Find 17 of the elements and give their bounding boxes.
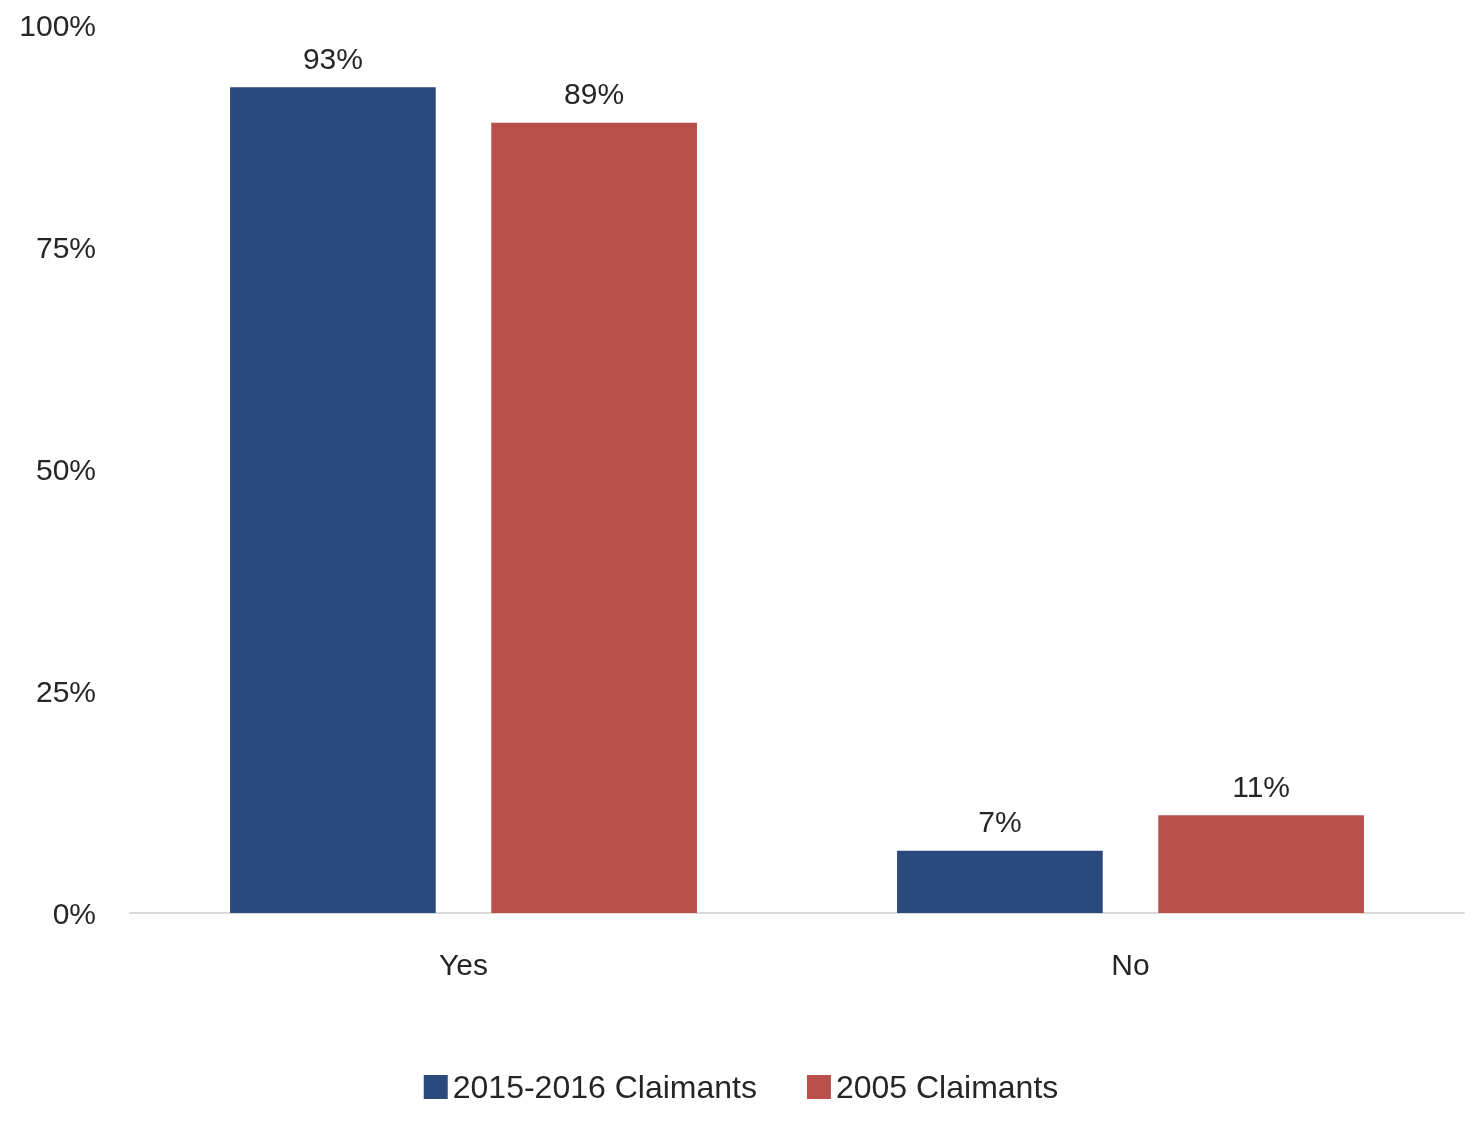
legend-label: 2005 Claimants xyxy=(835,1069,1059,1105)
bar xyxy=(1158,815,1364,913)
data-label: 11% xyxy=(1232,769,1291,803)
y-tick-label: 75% xyxy=(35,230,96,264)
data-label: 93% xyxy=(302,41,363,75)
bar xyxy=(230,87,436,913)
data-label: 7% xyxy=(978,805,1022,839)
bar xyxy=(897,850,1103,913)
y-tick-label: 100% xyxy=(19,8,96,42)
data-label: 89% xyxy=(564,77,625,111)
x-tick-label: No xyxy=(1111,947,1150,981)
y-tick-label: 0% xyxy=(52,896,96,930)
x-tick-label: Yes xyxy=(439,947,488,981)
y-tick-label: 50% xyxy=(35,452,96,486)
y-tick-label: 25% xyxy=(35,674,96,708)
bar xyxy=(491,122,697,913)
legend-label: 2015-2016 Claimants xyxy=(452,1069,757,1105)
